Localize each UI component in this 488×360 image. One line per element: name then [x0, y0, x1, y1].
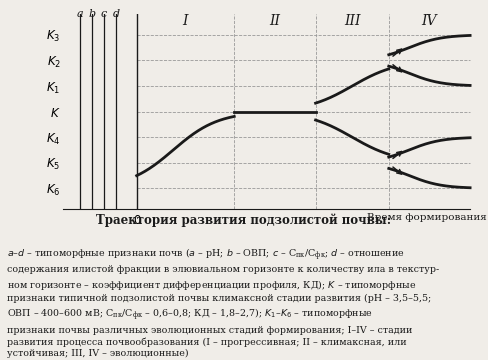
Text: c: c [101, 9, 107, 19]
Text: Траектория развития подзолистой почвы:: Траектория развития подзолистой почвы: [97, 213, 391, 227]
Text: b: b [88, 9, 96, 19]
Text: IV: IV [422, 14, 437, 28]
Text: d: d [113, 9, 120, 19]
Text: I: I [183, 14, 188, 28]
Text: $a$–$d$ – типоморфные признаки почв ($a$ – pH; $b$ – ОВП; $c$ – C$_{\mathregular: $a$–$d$ – типоморфные признаки почв ($a$… [7, 247, 440, 358]
Text: Время формирования почвы: Время формирования почвы [367, 213, 488, 222]
Text: II: II [269, 14, 281, 28]
Text: a: a [77, 9, 83, 19]
Text: III: III [344, 14, 361, 28]
